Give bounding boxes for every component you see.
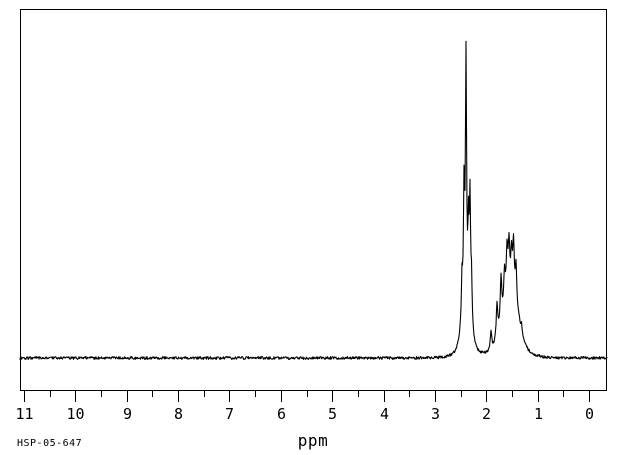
x-axis-tick-label: 10 xyxy=(66,405,84,423)
x-axis-tick-label: 3 xyxy=(431,405,440,423)
x-axis-tick-label: 0 xyxy=(585,405,594,423)
x-axis-tick-label: 9 xyxy=(123,405,132,423)
x-axis-tick-label: 8 xyxy=(174,405,183,423)
x-axis-tick-label: 11 xyxy=(15,405,33,423)
plot-frame xyxy=(20,9,607,391)
x-axis-tick-label: 2 xyxy=(482,405,491,423)
x-axis-ticks xyxy=(24,391,590,402)
x-axis-tick-label: 4 xyxy=(380,405,389,423)
x-axis-tick-label: 7 xyxy=(225,405,234,423)
x-axis-tick-label: 1 xyxy=(534,405,543,423)
x-axis-tick-label: 6 xyxy=(277,405,286,423)
x-axis-title: ppm xyxy=(297,431,329,450)
spectrum-trace xyxy=(19,40,608,360)
sample-id-label: HSP-05-647 xyxy=(17,438,83,449)
x-axis-tick-label: 5 xyxy=(328,405,337,423)
x-axis-tick-labels: 11 10 9 8 7 6 5 4 3 2 1 0 xyxy=(15,405,594,423)
